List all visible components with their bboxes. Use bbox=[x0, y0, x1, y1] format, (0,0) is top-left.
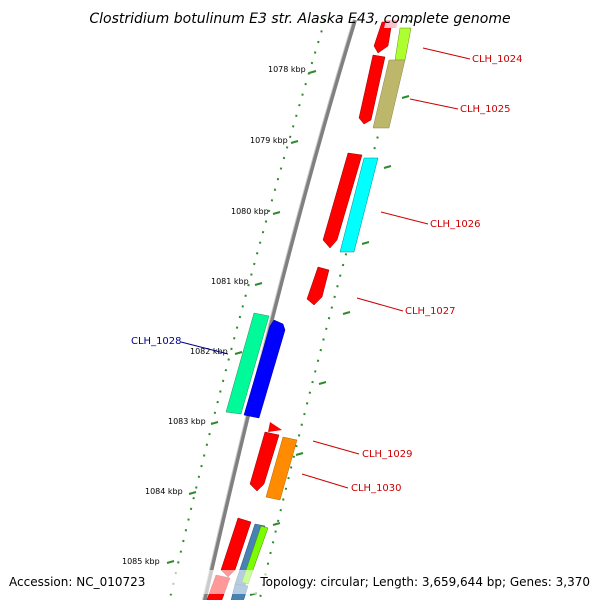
tick-marks bbox=[166, 70, 410, 596]
tick-mark bbox=[254, 282, 263, 286]
tick-label: 1083 kbp bbox=[168, 417, 206, 426]
tick-mark bbox=[295, 452, 304, 456]
leader-line-clh-1024 bbox=[422, 47, 471, 60]
footer-backdrop bbox=[0, 570, 600, 594]
tick-mark bbox=[234, 351, 243, 355]
cds-feature-clh-1025[interactable] bbox=[358, 54, 386, 125]
cds-feature-clh-1029[interactable] bbox=[249, 431, 280, 492]
genome-backbone-highlight bbox=[202, 19, 354, 600]
gene-label-clh-1027[interactable]: CLH_1027 bbox=[405, 306, 456, 317]
tick-mark bbox=[290, 140, 299, 144]
topology-text: Topology: circular; Length: 3,659,644 bp… bbox=[259, 575, 590, 589]
cds-feature-clh-1028[interactable] bbox=[243, 319, 286, 419]
tick-labels: 1078 kbp 1079 kbp 1080 kbp 1081 kbp 1082… bbox=[122, 65, 306, 566]
leader-line-clh-1030 bbox=[301, 473, 349, 489]
gene-label-clh-1025[interactable]: CLH_1025 bbox=[460, 104, 511, 115]
gene-label-clh-1029[interactable]: CLH_1029 bbox=[362, 449, 413, 460]
tick-mark bbox=[308, 70, 317, 74]
gene-label-clh-1026[interactable]: CLH_1026 bbox=[430, 219, 481, 230]
leader-line-clh-1027 bbox=[356, 297, 404, 312]
features bbox=[206, 20, 412, 600]
tick-mark bbox=[210, 421, 219, 425]
gene-feature-clh-1025[interactable] bbox=[372, 59, 406, 129]
accession-text: Accession: NC_010723 bbox=[9, 575, 145, 589]
tick-label: 1085 kbp bbox=[122, 557, 160, 566]
inner-tick-ring bbox=[168, 19, 326, 600]
tick-mark bbox=[272, 211, 281, 215]
tick-label: 1079 kbp bbox=[250, 136, 288, 145]
leader-line-clh-1028 bbox=[180, 341, 229, 355]
tick-mark bbox=[383, 165, 392, 169]
pseudo-feature-clh-1029 bbox=[268, 422, 282, 432]
map-title: Clostridium botulinum E3 str. Alaska E43… bbox=[89, 11, 510, 27]
gene-feature-clh-1024[interactable] bbox=[394, 27, 412, 61]
leader-line-clh-1026 bbox=[380, 211, 429, 225]
gene-labels: CLH_1024 CLH_1025 CLH_1026 CLH_1027 CLH_… bbox=[131, 54, 523, 494]
genome-backbone bbox=[202, 19, 357, 600]
tick-label: 1081 kbp bbox=[211, 277, 249, 286]
pseudo-feature-clh-1024 bbox=[384, 20, 398, 28]
tick-mark bbox=[401, 95, 410, 99]
gene-feature-clh-1030[interactable] bbox=[265, 436, 298, 501]
gene-label-clh-1024[interactable]: CLH_1024 bbox=[472, 54, 523, 65]
tick-label: 1078 kbp bbox=[268, 65, 306, 74]
gene-label-clh-1028[interactable]: CLH_1028 bbox=[131, 336, 182, 347]
tick-label: 1080 kbp bbox=[231, 207, 269, 216]
gene-label-clh-1030[interactable]: CLH_1030 bbox=[351, 483, 402, 494]
tick-label: 1082 kbp bbox=[190, 347, 228, 356]
gene-feature-clh-1028[interactable] bbox=[225, 312, 270, 415]
tick-mark bbox=[318, 381, 327, 385]
leader-line-clh-1025 bbox=[409, 98, 459, 110]
tick-mark bbox=[188, 491, 197, 495]
tick-label: 1084 kbp bbox=[145, 487, 183, 496]
map-layer: 1078 kbp 1079 kbp 1080 kbp 1081 kbp 1082… bbox=[122, 19, 523, 600]
tick-mark bbox=[342, 311, 351, 315]
tick-mark bbox=[166, 560, 175, 564]
gene-feature-clh-1026[interactable] bbox=[339, 157, 379, 253]
cds-feature-clh-1027[interactable] bbox=[306, 266, 330, 306]
tick-mark bbox=[361, 241, 370, 245]
tick-mark bbox=[272, 522, 281, 526]
leader-line-clh-1029 bbox=[312, 440, 360, 455]
cds-feature-clh-1026[interactable] bbox=[322, 152, 363, 249]
label-leaders bbox=[180, 47, 471, 489]
